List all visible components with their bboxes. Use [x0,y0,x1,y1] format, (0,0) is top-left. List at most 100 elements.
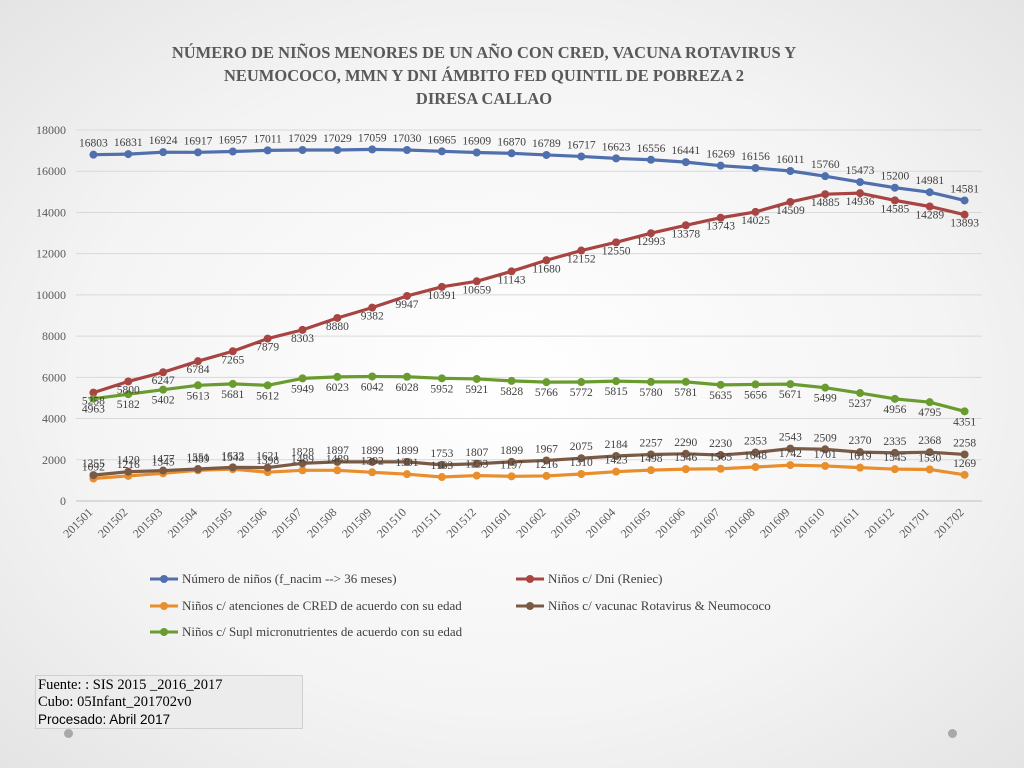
data-point [333,457,342,466]
data-point [298,146,307,155]
data-point [646,377,655,386]
data-point [856,463,865,472]
data-label: 1565 [709,452,732,464]
data-point [577,152,586,161]
data-point [960,450,969,459]
data-point [472,148,481,157]
data-point [89,394,98,403]
data-label: 5800 [117,384,140,396]
data-label: 1648 [744,450,767,462]
data-label: 16831 [114,137,143,149]
data-label: 5828 [500,386,523,398]
data-point [856,389,865,398]
x-tick-label: 201503 [130,505,165,540]
data-label: 5952 [430,383,453,395]
data-label: 14509 [776,205,805,217]
series-line [92,191,965,395]
data-label: 16011 [776,154,805,166]
data-point [472,459,481,468]
data-label: 1489 [326,453,349,465]
x-tick-label: 201611 [827,505,862,540]
data-label: 16909 [462,135,491,147]
data-point [124,377,133,386]
data-label: 1420 [117,455,140,467]
data-label: 1498 [639,453,662,465]
data-point [507,267,516,276]
data-point [646,155,655,164]
data-label: 5671 [779,389,802,401]
data-label: 17059 [358,132,387,144]
slide-dot-right [948,729,957,738]
x-tick-label: 201512 [443,505,478,540]
data-point [542,471,551,480]
data-point [786,166,795,175]
data-point [159,148,168,157]
data-label: 17011 [253,133,282,145]
x-tick-label: 201606 [653,505,688,540]
x-tick-label: 201511 [409,505,444,540]
data-label: 5656 [744,389,767,401]
data-point [298,459,307,468]
data-label: 16717 [567,139,596,151]
data-label: 17029 [323,133,352,145]
x-tick-label: 201509 [339,505,374,540]
data-point [821,445,830,454]
data-point [821,172,830,181]
x-tick-label: 201510 [374,505,409,540]
data-label: 5613 [186,390,209,402]
gridlines [76,129,982,502]
data-label: 15473 [846,165,875,177]
y-tick-label: 16000 [36,164,66,178]
data-point [298,325,307,334]
data-label: 15200 [881,171,910,183]
data-label: 2257 [639,437,662,449]
data-label: 14585 [881,203,910,215]
data-point [159,368,168,377]
y-tick-label: 8000 [42,329,66,343]
legend-marker [160,628,168,636]
data-label: 16789 [532,138,561,150]
legend-label: Niños c/ Supl micronutrientes de acuerdo… [182,624,463,639]
data-point [193,465,202,474]
data-label: 16556 [637,143,666,155]
data-point [368,372,377,381]
x-tick-label: 201507 [269,505,304,540]
data-point [681,465,690,474]
legend-marker [160,575,168,583]
data-point [577,378,586,387]
data-label: 16917 [184,135,213,147]
data-label: 1092 [82,461,105,473]
data-label: 5780 [639,387,662,399]
data-point [856,448,865,457]
data-point [925,398,934,407]
data-point [890,448,899,457]
data-label: 2353 [744,436,767,448]
data-label: 16441 [671,145,700,157]
data-label: 14025 [741,215,770,227]
data-point [368,145,377,154]
data-point [612,377,621,386]
legend-label: Niños c/ vacunac Rotavirus & Neumococo [548,598,771,613]
data-point [646,229,655,238]
data-label: 2290 [674,437,697,449]
data-label: 5499 [814,393,837,405]
data-label: 16957 [218,134,247,146]
series-lines [89,145,969,483]
data-label: 1828 [291,446,314,458]
data-point [333,372,342,381]
data-point [890,465,899,474]
data-label: 6028 [396,382,419,394]
data-point [228,379,237,388]
data-point [681,158,690,167]
data-label: 1301 [396,457,419,469]
data-point [856,189,865,198]
data-label: 4963 [82,404,105,416]
data-label: 12993 [637,236,666,248]
data-point [437,473,446,482]
data-label: 1392 [361,455,384,467]
data-label: 5815 [605,386,628,398]
data-label: 1530 [918,452,941,464]
data-point [612,451,621,460]
data-label: 10659 [462,284,491,296]
